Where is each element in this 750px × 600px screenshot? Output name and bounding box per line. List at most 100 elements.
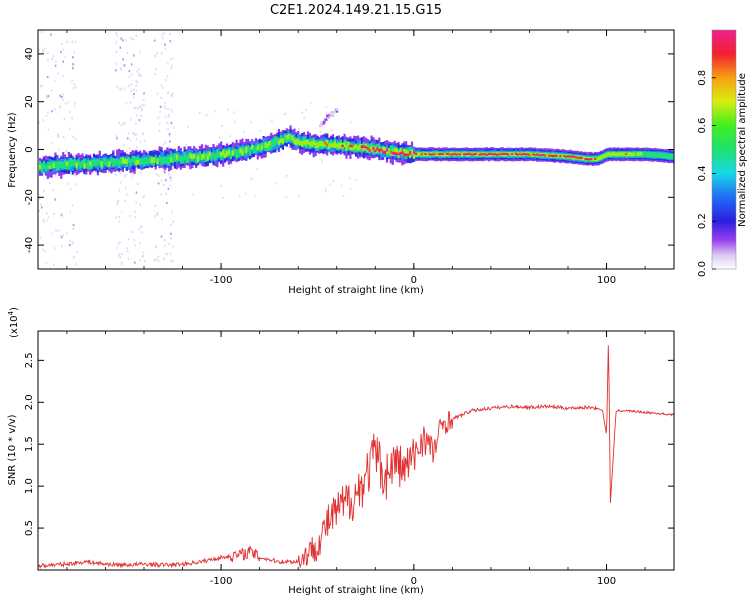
ridge-cell (515, 152, 518, 155)
ridge-cell (272, 139, 275, 147)
noise-speckle (58, 105, 61, 108)
ridge-cell (297, 138, 300, 144)
ridge-cell (449, 153, 452, 156)
ridge-cell (543, 154, 547, 157)
noise-speckle (301, 111, 304, 114)
ridge-cell (83, 163, 86, 169)
noise-speckle (54, 108, 56, 111)
ridge-cell (542, 154, 545, 156)
noise-speckle (122, 64, 124, 67)
ridge-cell (534, 154, 537, 156)
noise-speckle (172, 259, 174, 262)
noise-speckle (44, 250, 47, 253)
noise-speckle (62, 99, 65, 102)
noise-speckle (228, 166, 231, 169)
noise-speckle (122, 39, 124, 42)
y-tick-label: 1.0 (24, 478, 35, 494)
ridge-cell (355, 144, 358, 149)
ridge-cell (594, 157, 597, 160)
ridge-cell (98, 159, 101, 166)
ridge-cell (409, 151, 412, 155)
noise-speckle (164, 238, 166, 242)
ridge-cell (276, 136, 279, 144)
ridge-cell (220, 151, 223, 157)
ridge-cell (175, 154, 178, 160)
ridge-cell (301, 140, 304, 147)
noise-speckle (138, 72, 140, 76)
noise-speckle (58, 134, 60, 137)
noise-speckle (124, 64, 126, 67)
ridge-cell (436, 152, 439, 156)
ridge-cell (416, 152, 419, 156)
noise-speckle (123, 87, 126, 90)
noise-speckle (139, 258, 141, 261)
noise-speckle (154, 215, 156, 218)
noise-speckle (53, 247, 56, 250)
ridge-cell (649, 152, 653, 158)
ridge-cell (170, 157, 173, 163)
noise-speckle (138, 119, 141, 122)
noise-speckle (143, 260, 146, 263)
noise-speckle (284, 112, 287, 115)
noise-speckle (40, 85, 42, 88)
noise-speckle (137, 182, 139, 185)
ridge-cell (62, 162, 65, 170)
noise-speckle (68, 101, 70, 104)
noise-speckle (71, 242, 74, 245)
noise-speckle (119, 181, 122, 184)
ridge-cell (671, 154, 674, 160)
noise-speckle (259, 129, 262, 132)
ridge-cell (123, 159, 126, 164)
ridge-cell (507, 153, 510, 156)
ridge-cell (162, 157, 165, 165)
ridge-cell (168, 156, 171, 166)
noise-speckle (230, 163, 233, 166)
ridge-cell (397, 152, 400, 156)
noise-speckle (119, 67, 122, 70)
ridge-cell (443, 152, 446, 157)
ridge-cell (420, 153, 423, 156)
noise-speckle (128, 147, 131, 150)
ridge-cell (195, 154, 198, 164)
noise-speckle (143, 103, 145, 106)
noise-speckle (50, 141, 53, 145)
noise-speckle (169, 58, 172, 61)
ridge-cell (636, 152, 639, 156)
noise-speckle (75, 263, 77, 266)
ridge-cell (395, 152, 398, 155)
noise-speckle (160, 179, 163, 182)
noise-speckle (234, 121, 236, 124)
noise-speckle (72, 135, 74, 138)
branch-cell (325, 118, 328, 121)
ridge-cell (549, 154, 552, 157)
ridge-cell (71, 160, 74, 167)
noise-speckle (349, 187, 352, 190)
ridge-cell (611, 152, 614, 156)
branch-cell (331, 114, 335, 118)
ridge-cell (158, 155, 161, 162)
figure-title: C2E1.2024.149.21.15.G15 (270, 3, 442, 18)
ridge-cell (114, 158, 117, 167)
noise-speckle (57, 135, 59, 138)
ridge-cell (229, 151, 232, 160)
ridge-cell (634, 151, 637, 157)
noise-speckle (163, 32, 166, 35)
ridge-cell (231, 150, 234, 156)
ridge-cell (428, 153, 431, 156)
ridge-cell (116, 159, 119, 165)
noise-speckle (124, 199, 126, 202)
ridge-cell (613, 152, 616, 156)
noise-speckle (170, 179, 172, 182)
noise-speckle (218, 136, 221, 139)
noise-speckle (119, 87, 121, 90)
ridge-cell (599, 155, 602, 160)
ridge-cell (39, 161, 42, 168)
ridge-cell (343, 142, 346, 148)
y-tick-label: 40 (24, 48, 35, 61)
ridge-cell (472, 153, 475, 156)
noise-speckle (72, 56, 74, 59)
noise-speckle (161, 218, 163, 221)
noise-speckle (165, 79, 167, 82)
ridge-cell (619, 152, 622, 156)
ridge-cell (615, 152, 618, 157)
